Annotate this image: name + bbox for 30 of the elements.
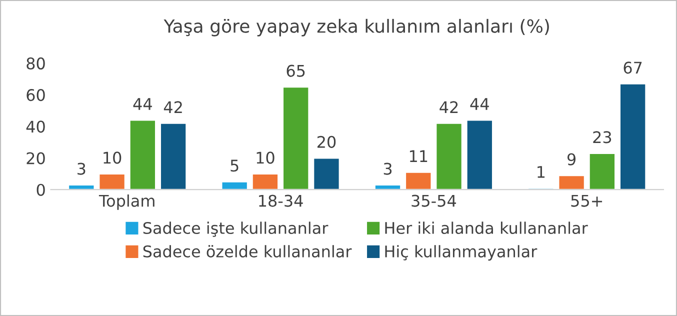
- legend-label: Sadece özelde kullananlar: [143, 245, 352, 258]
- x-tick-label: 55+: [571, 194, 602, 207]
- legend-label: Her iki alanda kullananlar: [385, 222, 588, 234]
- y-tick-label: 60: [26, 89, 45, 102]
- data-label: 65: [286, 64, 305, 77]
- data-label: 44: [470, 98, 489, 110]
- y-tick-label: 20: [26, 152, 45, 164]
- data-label: 11: [410, 150, 428, 162]
- legend-label: Hiç kullanmayanlar: [385, 245, 538, 261]
- chart-title: Yaşa göre yapay zeka kullanım alanları (%): [164, 18, 549, 36]
- data-label: 5: [230, 160, 238, 172]
- y-tick-label: 40: [26, 120, 45, 133]
- data-label: 67: [624, 62, 642, 74]
- y-tick-label: 0: [36, 184, 45, 196]
- data-label: 42: [164, 101, 182, 113]
- data-label: 3: [384, 162, 392, 175]
- data-label: 10: [256, 152, 274, 164]
- data-label: 3: [78, 162, 86, 175]
- x-tick-label: 35-54: [412, 194, 456, 207]
- data-label: 1: [538, 166, 545, 178]
- legend-label: Sadece işte kullananlar: [143, 222, 328, 237]
- data-label: 23: [593, 131, 612, 144]
- data-label: 9: [567, 153, 576, 166]
- data-label: 20: [317, 136, 336, 148]
- data-label: 44: [133, 98, 152, 110]
- x-tick-label: Toplam: [98, 194, 154, 210]
- data-label: 42: [440, 101, 458, 113]
- data-label: 10: [104, 152, 122, 164]
- y-tick-label: 80: [26, 57, 45, 70]
- x-tick-label: 18-34: [259, 194, 303, 207]
